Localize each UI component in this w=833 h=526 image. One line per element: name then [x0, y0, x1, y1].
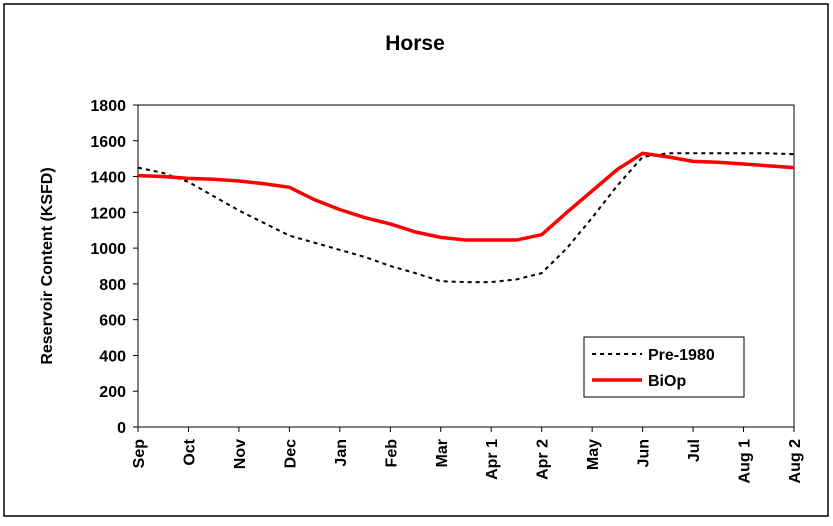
x-tick-label: Oct: [181, 438, 198, 465]
series-line: [137, 151, 795, 242]
y-tick-label: 1000: [90, 241, 126, 258]
y-tick-label: 0: [117, 420, 126, 437]
x-tick-label: Aug 1: [737, 439, 754, 484]
y-tick-label: 1400: [90, 170, 126, 187]
x-tick-label: Jan: [333, 439, 350, 467]
legend-label: Pre-1980: [648, 347, 715, 364]
legend: [583, 336, 745, 398]
y-tick-label: 600: [99, 313, 126, 330]
x-tick-label: Jun: [636, 439, 653, 467]
x-tick-label: Dec: [282, 439, 299, 468]
x-tick-label: May: [585, 439, 602, 470]
y-tick-label: 800: [99, 277, 126, 294]
chart-frame: [3, 3, 829, 517]
x-tick-label: Nov: [232, 439, 249, 469]
y-tick-label: 200: [99, 384, 126, 401]
legend-label: BiOp: [648, 373, 686, 390]
x-tick-label: Sep: [131, 439, 148, 469]
y-tick-label: 1200: [90, 205, 126, 222]
y-tick-label: 400: [99, 348, 126, 365]
x-tick-label: Feb: [383, 439, 400, 468]
y-tick-label: 1600: [90, 134, 126, 151]
x-tick-label: Mar: [434, 439, 451, 467]
chart-title: Horse: [385, 32, 445, 55]
y-axis-label: Reservoir Content (KSFD): [39, 167, 56, 364]
plot-area: [137, 104, 795, 428]
x-tick-label: Jul: [686, 439, 703, 462]
y-tick-label: 1800: [90, 98, 126, 115]
x-tick-label: Apr 1: [484, 439, 501, 480]
x-tick-label: Apr 2: [535, 439, 552, 480]
x-tick-label: Aug 2: [787, 439, 804, 484]
